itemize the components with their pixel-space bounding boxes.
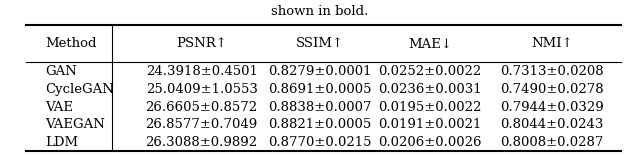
Text: VAE: VAE [45, 101, 73, 113]
Text: 0.8770±0.0215: 0.8770±0.0215 [268, 136, 372, 149]
Text: 26.6605±0.8572: 26.6605±0.8572 [145, 101, 258, 113]
Text: 0.0191±0.0021: 0.0191±0.0021 [378, 118, 482, 131]
Text: 0.8044±0.0243: 0.8044±0.0243 [500, 118, 604, 131]
Text: VAEGAN: VAEGAN [45, 118, 105, 131]
Text: 0.0252±0.0022: 0.0252±0.0022 [378, 65, 482, 78]
Text: 24.3918±0.4501: 24.3918±0.4501 [146, 65, 257, 78]
Text: LDM: LDM [45, 136, 78, 149]
Text: CycleGAN: CycleGAN [45, 83, 114, 96]
Text: shown in bold.: shown in bold. [271, 5, 369, 18]
Text: 0.7313±0.0208: 0.7313±0.0208 [500, 65, 604, 78]
Text: Method: Method [45, 37, 96, 50]
Text: 26.8577±0.7049: 26.8577±0.7049 [145, 118, 258, 131]
Text: MAE↓: MAE↓ [408, 37, 452, 50]
Text: 0.0195±0.0022: 0.0195±0.0022 [378, 101, 482, 113]
Text: GAN: GAN [45, 65, 77, 78]
Text: 0.8279±0.0001: 0.8279±0.0001 [268, 65, 372, 78]
Text: 0.7490±0.0278: 0.7490±0.0278 [500, 83, 604, 96]
Text: 25.0409±1.0553: 25.0409±1.0553 [146, 83, 257, 96]
Text: 0.7944±0.0329: 0.7944±0.0329 [500, 101, 604, 113]
Text: 0.0206±0.0026: 0.0206±0.0026 [378, 136, 482, 149]
Text: 0.8691±0.0005: 0.8691±0.0005 [268, 83, 372, 96]
Text: SSIM↑: SSIM↑ [296, 37, 344, 50]
Text: PSNR↑: PSNR↑ [176, 37, 227, 50]
Text: 26.3088±0.9892: 26.3088±0.9892 [145, 136, 258, 149]
Text: 0.8838±0.0007: 0.8838±0.0007 [268, 101, 372, 113]
Text: 0.0236±0.0031: 0.0236±0.0031 [378, 83, 482, 96]
Text: NMI↑: NMI↑ [531, 37, 573, 50]
Text: 0.8008±0.0287: 0.8008±0.0287 [500, 136, 604, 149]
Text: 0.8821±0.0005: 0.8821±0.0005 [268, 118, 372, 131]
